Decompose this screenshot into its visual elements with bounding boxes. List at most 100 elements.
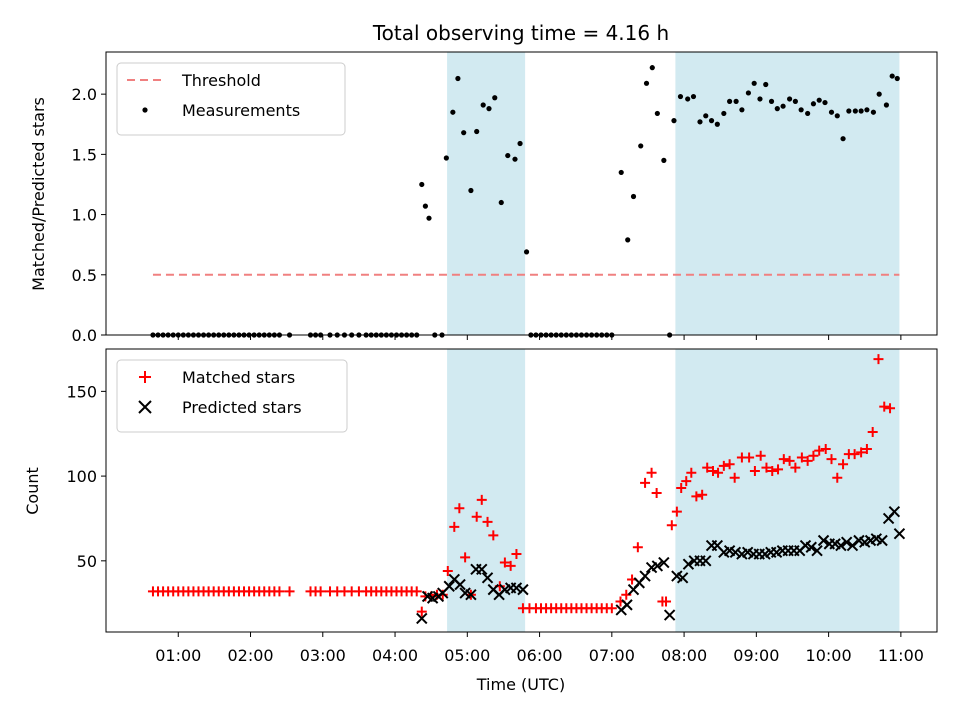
data-point [658, 556, 670, 569]
data-point [681, 476, 692, 487]
x-tick-label: 04:00 [372, 646, 418, 665]
data-point [885, 403, 896, 414]
data-point [879, 401, 890, 412]
legend: Threshold Measurements [116, 62, 346, 136]
data-point [454, 578, 466, 591]
x-tick-label: 10:00 [806, 646, 852, 665]
data-point [663, 609, 676, 621]
data-point [443, 155, 449, 161]
data-point [498, 199, 504, 206]
shaded-interval-1 [675, 349, 900, 632]
data-point [867, 427, 878, 438]
data-point [443, 580, 455, 592]
data-point [488, 530, 499, 541]
x-tick-label: 03:00 [300, 646, 346, 665]
legend-box [116, 62, 346, 136]
shaded-interval-1 [675, 52, 900, 335]
x-tick-label: 09:00 [733, 646, 779, 665]
series-matched-stars [148, 354, 896, 617]
y-tick-label: 2.0 [72, 85, 97, 104]
data-point [450, 109, 456, 115]
data-point [729, 472, 740, 483]
data-point [685, 96, 691, 102]
legend-dot-swatch [142, 107, 148, 113]
shaded-interval-0 [447, 52, 526, 335]
y-tick-label: 100 [66, 467, 97, 486]
data-point [718, 460, 729, 471]
data-point [640, 477, 651, 488]
data-point [834, 113, 840, 119]
data-point [792, 98, 798, 104]
data-point [838, 459, 849, 470]
x-tick-label: 08:00 [661, 646, 707, 665]
data-point [638, 143, 644, 149]
data-point [274, 586, 285, 597]
data-point [826, 454, 837, 465]
data-point [455, 75, 461, 82]
data-point [846, 539, 859, 552]
data-point [852, 108, 858, 114]
data-point [832, 472, 843, 483]
data-point [883, 102, 890, 108]
data-point [707, 466, 718, 477]
data-point [784, 455, 795, 466]
data-point [778, 454, 789, 465]
data-point [808, 450, 819, 461]
data-point [835, 539, 847, 552]
data-point [870, 109, 877, 115]
data-point [708, 118, 715, 124]
data-point [419, 181, 425, 188]
data-point [751, 80, 757, 86]
data-point [416, 606, 427, 617]
data-point [492, 95, 498, 101]
series-predicted-stars [416, 505, 906, 625]
data-point [676, 482, 687, 493]
data-point [703, 113, 709, 119]
data-point [755, 450, 766, 461]
y-tick-label: 1.5 [72, 145, 97, 164]
data-point [677, 93, 684, 100]
data-point [889, 73, 895, 79]
legend-label: Measurements [182, 101, 300, 120]
data-point [757, 96, 763, 102]
data-point [816, 97, 822, 103]
data-point [774, 106, 780, 112]
data-point [876, 534, 888, 547]
data-point [876, 91, 882, 97]
data-point [454, 503, 465, 514]
data-point [773, 464, 784, 475]
data-point [864, 107, 870, 113]
data-point [745, 90, 751, 96]
x-tick-label: 02:00 [227, 646, 273, 665]
y-tick-label: 50 [77, 552, 97, 571]
data-point [505, 152, 511, 159]
data-point [284, 586, 295, 597]
top-panel-ratio: 0.0 0.5 1.0 1.5 2.0 Threshold Measurements [72, 51, 938, 345]
legend-box [116, 359, 348, 433]
data-point [661, 596, 672, 607]
x-tick-label: 01:00 [155, 646, 201, 665]
data-point [700, 555, 712, 567]
data-point [721, 110, 727, 117]
x-tick-label: 06:00 [517, 646, 563, 665]
data-point [621, 599, 633, 611]
data-point [763, 81, 769, 88]
data-point [416, 612, 428, 625]
data-point [486, 106, 492, 112]
data-point [606, 603, 617, 614]
data-point [846, 108, 852, 114]
data-point [798, 107, 804, 113]
x-tick-label: 07:00 [589, 646, 635, 665]
bottom-panel-counts: 50 100 150 01:00 02:00 03:00 04:00 05:00 06:00 07… [66, 349, 938, 665]
legend-label: Predicted stars [182, 398, 302, 417]
axes-frame [105, 51, 938, 336]
data-point [817, 534, 830, 547]
data-point [465, 589, 477, 601]
legend: Matched stars Predicted stars [116, 359, 348, 433]
data-point [510, 582, 523, 594]
data-point [666, 520, 677, 531]
data-point [646, 467, 657, 478]
data-point [651, 560, 664, 572]
data-point [858, 108, 864, 114]
